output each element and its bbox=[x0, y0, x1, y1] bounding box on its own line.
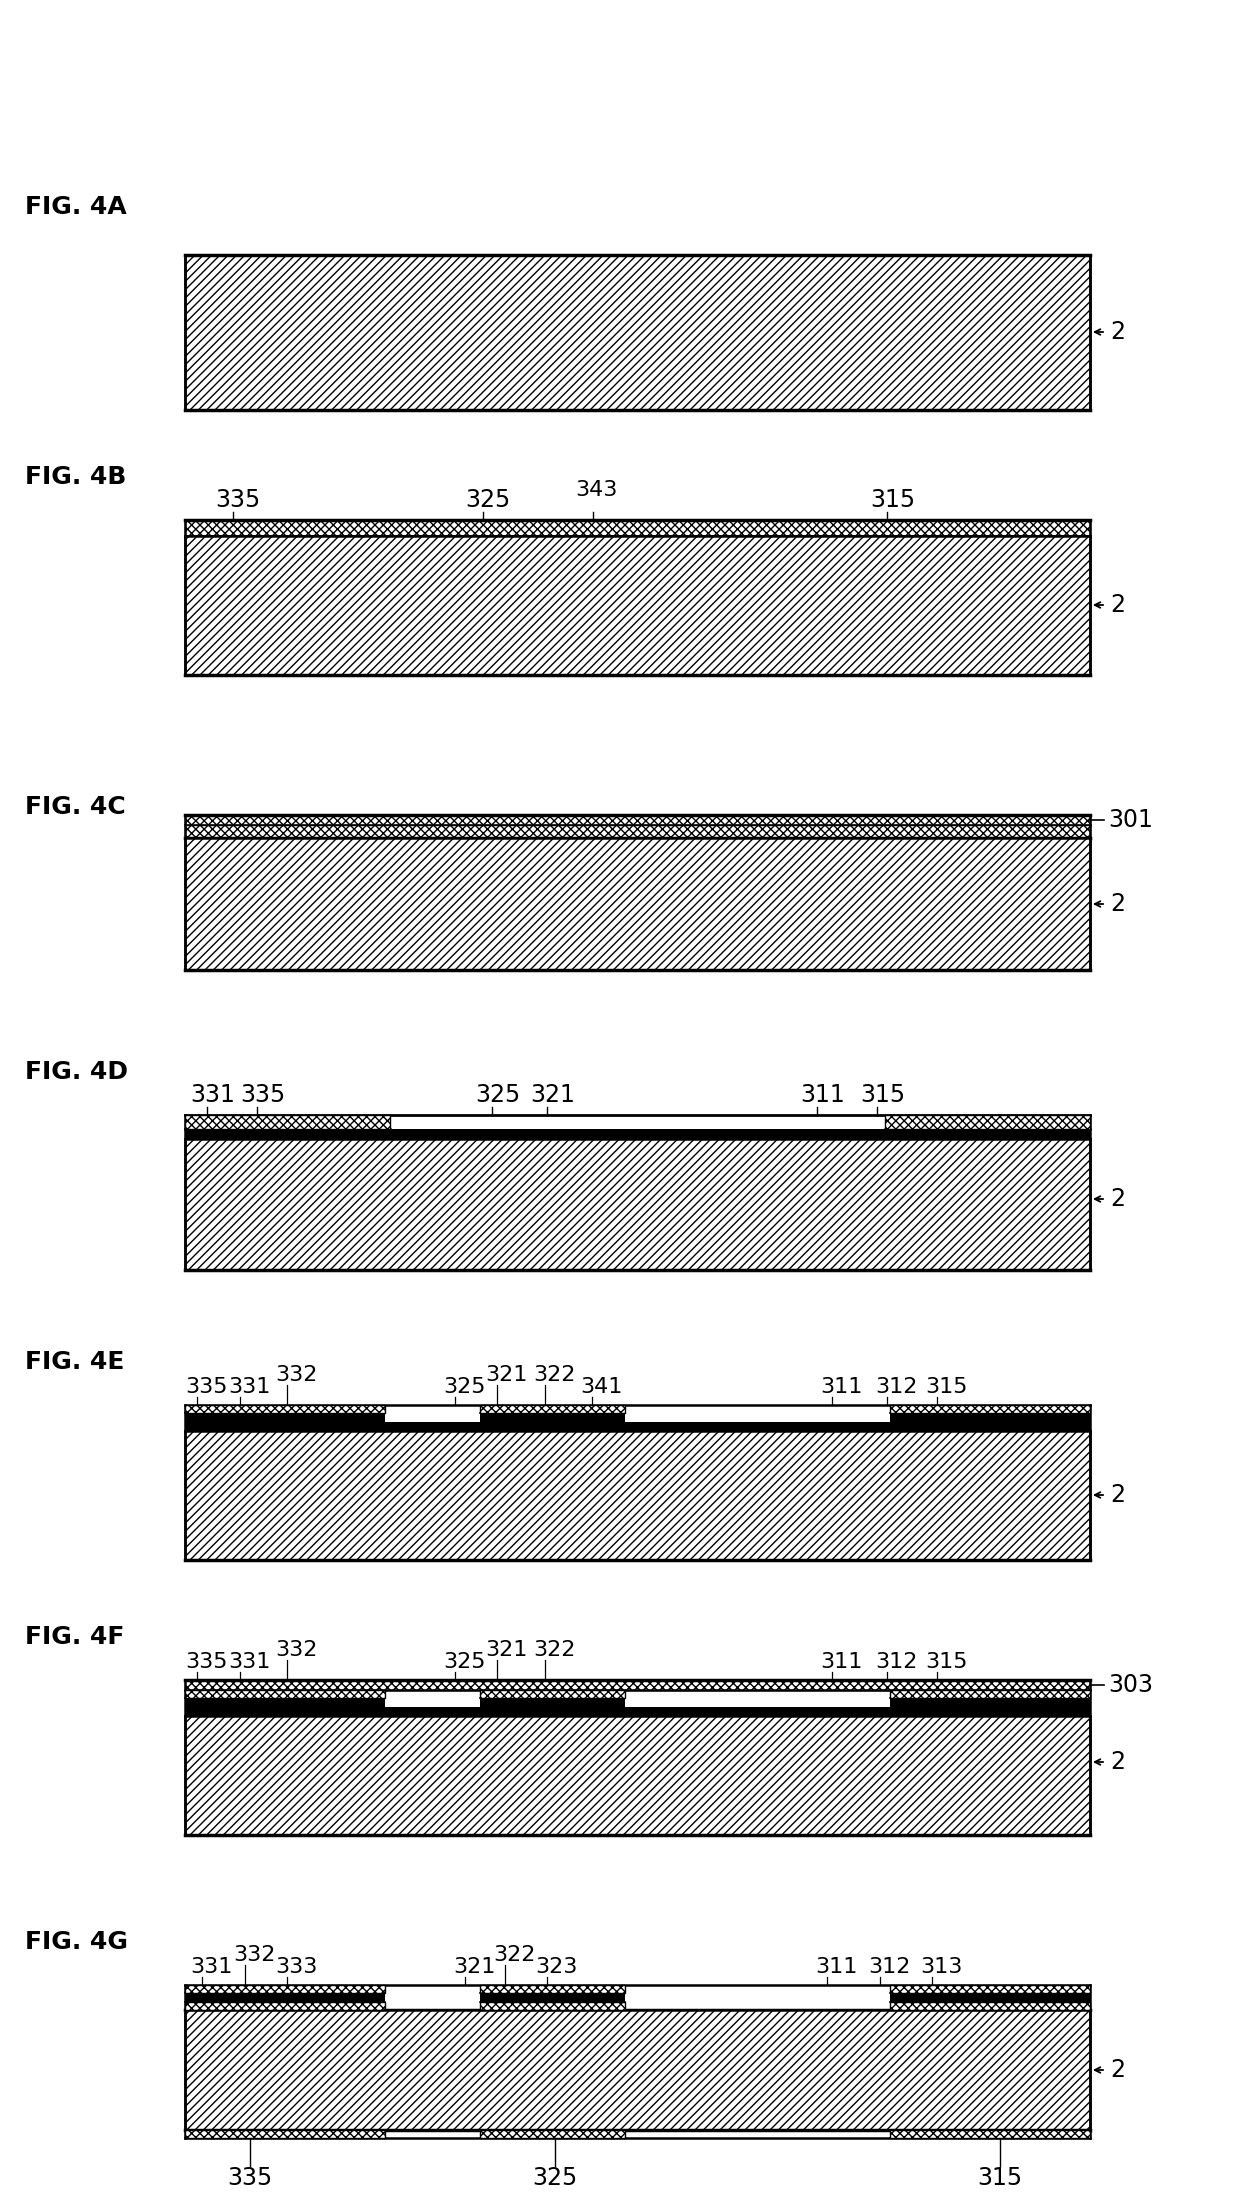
Bar bbox=[185, 1993, 384, 2002]
Text: FIG. 4G: FIG. 4G bbox=[25, 1929, 128, 1953]
Text: FIG. 4D: FIG. 4D bbox=[25, 1059, 128, 1084]
Text: 2: 2 bbox=[1110, 1187, 1125, 1212]
Text: 335: 335 bbox=[185, 1653, 227, 1673]
Bar bbox=[890, 1412, 1090, 1421]
Text: 331: 331 bbox=[190, 1084, 234, 1108]
Bar bbox=[890, 1697, 1090, 1706]
Bar bbox=[890, 1993, 1090, 2002]
Text: 312: 312 bbox=[875, 1377, 918, 1397]
Bar bbox=[185, 256, 1090, 411]
Bar bbox=[185, 1115, 391, 1130]
Text: 325: 325 bbox=[532, 2165, 578, 2189]
Text: 301: 301 bbox=[1109, 808, 1153, 832]
Bar bbox=[185, 1406, 384, 1412]
Text: 2: 2 bbox=[1110, 320, 1125, 344]
Bar bbox=[185, 2011, 1090, 2130]
Bar bbox=[185, 2130, 384, 2139]
Bar bbox=[480, 2002, 625, 2011]
Text: 343: 343 bbox=[575, 479, 618, 501]
Bar bbox=[480, 1993, 625, 2002]
Text: 335: 335 bbox=[227, 2165, 273, 2189]
Text: 315: 315 bbox=[925, 1653, 967, 1673]
Bar bbox=[185, 1691, 384, 1697]
Text: 332: 332 bbox=[275, 1364, 317, 1386]
Text: 315: 315 bbox=[861, 1084, 905, 1108]
Bar bbox=[185, 1130, 1090, 1139]
Text: 335: 335 bbox=[215, 488, 260, 512]
Text: 341: 341 bbox=[580, 1377, 622, 1397]
Bar bbox=[185, 839, 1090, 971]
Text: FIG. 4A: FIG. 4A bbox=[25, 194, 126, 218]
Text: FIG. 4C: FIG. 4C bbox=[25, 795, 125, 819]
Text: 322: 322 bbox=[494, 1944, 536, 1964]
Text: 315: 315 bbox=[977, 2165, 1023, 2189]
Bar bbox=[480, 1412, 625, 1421]
Bar bbox=[185, 1680, 1090, 1691]
Bar bbox=[185, 1706, 1090, 1717]
Text: 323: 323 bbox=[534, 1958, 578, 1977]
Bar bbox=[885, 1115, 1090, 1130]
Text: 332: 332 bbox=[275, 1640, 317, 1660]
Text: 322: 322 bbox=[533, 1640, 575, 1660]
Bar bbox=[480, 1691, 625, 1697]
Bar bbox=[185, 1984, 384, 1993]
Bar bbox=[890, 2002, 1090, 2011]
Bar bbox=[890, 1984, 1090, 1993]
Text: FIG. 4E: FIG. 4E bbox=[25, 1351, 124, 1375]
Text: 311: 311 bbox=[800, 1084, 844, 1108]
Bar bbox=[185, 1412, 384, 1421]
Text: FIG. 4B: FIG. 4B bbox=[25, 466, 126, 490]
Bar bbox=[890, 1691, 1090, 1697]
Text: 303: 303 bbox=[1109, 1673, 1153, 1697]
Text: 2: 2 bbox=[1110, 1750, 1125, 1774]
Text: 325: 325 bbox=[443, 1653, 486, 1673]
Bar bbox=[185, 825, 1090, 839]
Text: 325: 325 bbox=[443, 1377, 486, 1397]
Bar bbox=[480, 1697, 625, 1706]
Text: 321: 321 bbox=[529, 1084, 575, 1108]
Text: 312: 312 bbox=[875, 1653, 918, 1673]
Text: 333: 333 bbox=[275, 1958, 317, 1977]
Text: 311: 311 bbox=[820, 1377, 862, 1397]
Bar bbox=[185, 1697, 384, 1706]
Text: 2: 2 bbox=[1110, 892, 1125, 916]
Bar bbox=[185, 814, 1090, 825]
Text: 313: 313 bbox=[920, 1958, 962, 1977]
Bar bbox=[185, 2002, 384, 2011]
Text: FIG. 4F: FIG. 4F bbox=[25, 1624, 124, 1649]
Bar bbox=[185, 1139, 1090, 1269]
Text: 311: 311 bbox=[820, 1653, 862, 1673]
Bar bbox=[185, 521, 1090, 536]
Bar bbox=[890, 2130, 1090, 2139]
Text: 315: 315 bbox=[925, 1377, 967, 1397]
Text: 335: 335 bbox=[185, 1377, 227, 1397]
Text: 335: 335 bbox=[241, 1084, 285, 1108]
Text: 311: 311 bbox=[815, 1958, 857, 1977]
Text: 321: 321 bbox=[485, 1640, 527, 1660]
Bar bbox=[185, 536, 1090, 675]
Bar bbox=[480, 2130, 625, 2139]
Bar bbox=[480, 1984, 625, 1993]
Text: 321: 321 bbox=[453, 1958, 495, 1977]
Text: 315: 315 bbox=[870, 488, 915, 512]
Bar bbox=[890, 1406, 1090, 1412]
Bar bbox=[480, 1406, 625, 1412]
Text: 322: 322 bbox=[533, 1364, 575, 1386]
Text: 331: 331 bbox=[228, 1377, 270, 1397]
Bar bbox=[185, 1430, 1090, 1560]
Text: 2: 2 bbox=[1110, 1483, 1125, 1507]
Text: 2: 2 bbox=[1110, 594, 1125, 618]
Text: 332: 332 bbox=[233, 1944, 275, 1964]
Bar bbox=[185, 1421, 1090, 1430]
Text: 325: 325 bbox=[475, 1084, 521, 1108]
Text: 312: 312 bbox=[868, 1958, 910, 1977]
Bar bbox=[185, 1717, 1090, 1834]
Text: 321: 321 bbox=[485, 1364, 527, 1386]
Text: 331: 331 bbox=[228, 1653, 270, 1673]
Text: 331: 331 bbox=[190, 1958, 232, 1977]
Text: 2: 2 bbox=[1110, 2057, 1125, 2081]
Text: 325: 325 bbox=[465, 488, 510, 512]
